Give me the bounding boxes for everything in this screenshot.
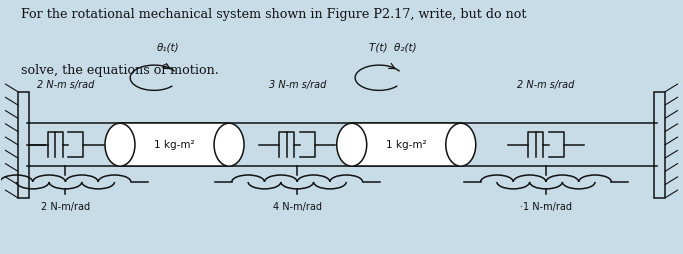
Ellipse shape	[337, 123, 367, 166]
Text: θ₁(t): θ₁(t)	[156, 42, 179, 53]
Bar	[654, 92, 665, 198]
Text: T(t)  θ₂(t): T(t) θ₂(t)	[369, 42, 417, 53]
Text: 3 N-m s/rad: 3 N-m s/rad	[268, 80, 326, 90]
Text: 2 N-m s/rad: 2 N-m s/rad	[37, 80, 94, 90]
Text: solve, the equations of motion.: solve, the equations of motion.	[21, 64, 219, 77]
Ellipse shape	[446, 123, 476, 166]
Text: 1 kg-m²: 1 kg-m²	[154, 140, 195, 150]
Text: 2 N-m s/rad: 2 N-m s/rad	[517, 80, 574, 90]
Bar	[18, 92, 29, 198]
Ellipse shape	[105, 123, 135, 166]
Ellipse shape	[214, 123, 244, 166]
Text: ·1 N-m/rad: ·1 N-m/rad	[520, 201, 572, 212]
Bar	[352, 123, 461, 166]
Text: 2 N-m/rad: 2 N-m/rad	[41, 201, 90, 212]
Text: 4 N-m/rad: 4 N-m/rad	[273, 201, 322, 212]
Text: 1 kg-m²: 1 kg-m²	[386, 140, 427, 150]
Text: For the rotational mechanical system shown in Figure P2.17, write, but do not: For the rotational mechanical system sho…	[21, 8, 527, 21]
Bar	[120, 123, 229, 166]
